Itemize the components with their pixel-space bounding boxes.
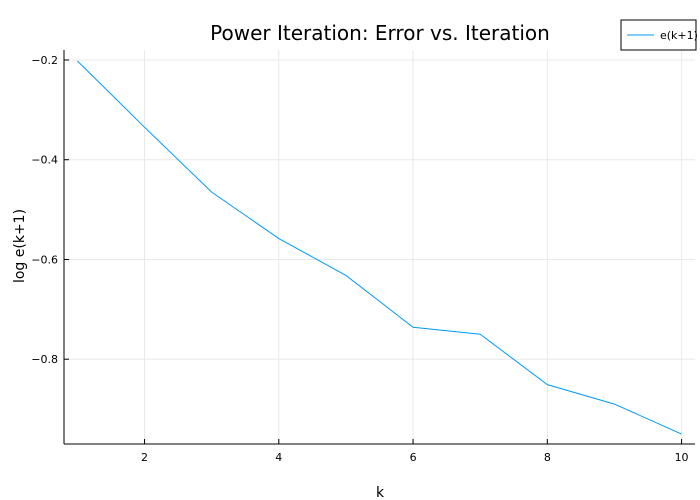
y-tick-label: −0.2 bbox=[31, 54, 58, 67]
axes-layer bbox=[63, 50, 695, 445]
x-tick-label: 2 bbox=[141, 451, 148, 464]
x-tick-label: 8 bbox=[544, 451, 551, 464]
legend: e(k+1) bbox=[620, 19, 698, 51]
series-layer bbox=[77, 60, 682, 435]
x-axis-label: k bbox=[376, 485, 385, 500]
ticks-layer: 2 4 6 8 10 −0.2 −0.4 −0.6 −0.8 bbox=[31, 54, 688, 464]
chart-title: Power Iteration: Error vs. Iteration bbox=[210, 21, 550, 45]
y-tick-label: −0.8 bbox=[31, 353, 58, 366]
x-tick-label: 10 bbox=[675, 451, 689, 464]
x-tick-label: 4 bbox=[275, 451, 282, 464]
series-line bbox=[77, 60, 682, 435]
y-axis-label: log e(k+1) bbox=[12, 209, 28, 283]
y-tick-label: −0.4 bbox=[31, 154, 58, 167]
legend-entry: e(k+1) bbox=[660, 29, 698, 42]
grid-layer bbox=[64, 50, 695, 444]
x-tick-label: 6 bbox=[410, 451, 417, 464]
y-tick-label: −0.6 bbox=[31, 253, 58, 266]
